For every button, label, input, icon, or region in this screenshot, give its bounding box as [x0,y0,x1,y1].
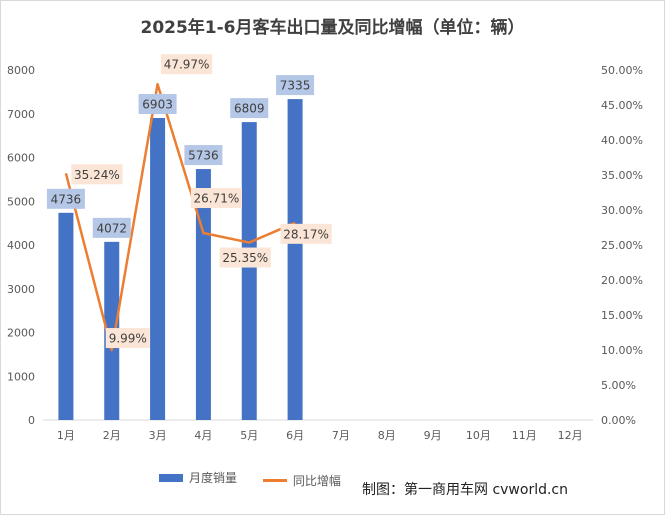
bar-label-box [138,93,177,114]
y-left-tick-label: 0 [28,414,35,427]
bar-label-box [184,145,223,166]
bar [195,169,211,420]
y-left-tick-label: 4000 [7,239,35,252]
y-right-tick-label: 50.00% [601,64,643,77]
legend-label-bar: 月度销量 [189,471,238,485]
y-left-tick-label: 5000 [7,195,35,208]
legend-swatch-line [262,478,287,482]
x-tick-label: 5月 [240,429,258,442]
line-label-box [160,54,213,75]
x-tick-label: 1月 [57,429,75,442]
x-tick-label: 8月 [378,429,396,442]
bar-data-label: 4072 [96,221,127,235]
bar-data-label: 4736 [51,192,82,206]
chart-title: 2025年1-6月客车出口量及同比增幅（单位：辆） [140,18,525,38]
bar-label-box [276,75,315,96]
y-left-tick-label: 2000 [7,327,35,340]
line-label-box [219,247,271,268]
y-left-tick-label: 7000 [7,108,35,121]
y-right-tick-label: 45.00% [601,99,643,112]
y-right-tick-label: 35.00% [601,169,643,182]
bar [241,122,257,420]
bar-label-box [230,98,269,119]
bar-data-label: 5736 [188,149,219,163]
y-right-tick-label: 0.00% [601,414,636,427]
y-left-tick-label: 6000 [7,152,35,165]
legend-swatch-bar [159,473,183,482]
legend-label-line: 同比增幅 [292,473,341,488]
legend-item-bar: 月度销量 [159,469,237,486]
bar-data-label: 7335 [280,79,311,93]
y-left-tick-label: 8000 [7,64,35,77]
series-line [64,82,296,352]
line-label-box [71,164,123,185]
y-right-tick-label: 20.00% [601,274,643,287]
y-right-tick-label: 5.00% [601,379,636,392]
line-label-box [105,328,150,349]
legend: 月度销量 同比增幅 [159,469,363,489]
line-label-box [190,188,243,209]
bar [150,117,166,421]
source-credit: 制图：第一商用车网 cvworld.cn [362,482,569,498]
bar-label-box [92,217,131,238]
line-data-label: 26.71% [194,192,240,206]
line-data-label: 9.99% [109,332,147,346]
line-data-label: 35.24% [74,168,120,182]
x-tick-label: 6月 [286,429,304,442]
line-data-label: 28.17% [283,227,329,241]
x-tick-label: 10月 [466,429,491,442]
x-tick-label: 11月 [512,429,537,442]
bar [287,99,303,420]
bar-data-label: 6809 [234,102,265,116]
y-right-tick-label: 15.00% [601,309,643,322]
x-tick-label: 2月 [103,429,121,442]
x-tick-label: 7月 [332,429,350,442]
x-tick-label: 9月 [424,429,442,442]
bar-data-label: 6903 [142,97,173,111]
line-data-label: 47.97% [164,58,210,72]
line-data-label: 25.35% [222,251,268,265]
x-tick-label: 12月 [558,429,583,442]
y-right-tick-label: 10.00% [601,344,643,357]
y-left-tick-label: 3000 [7,283,35,296]
line-label-box [280,223,332,244]
bar [58,212,74,420]
legend-item-line: 同比增幅 [262,472,341,489]
y-left-tick-label: 1000 [7,370,35,383]
y-right-tick-label: 25.00% [601,239,643,252]
y-right-tick-label: 40.00% [601,134,643,147]
x-tick-label: 4月 [194,429,212,442]
bar-label-box [46,188,85,209]
x-tick-label: 3月 [149,429,167,442]
y-right-tick-label: 30.00% [601,204,643,217]
